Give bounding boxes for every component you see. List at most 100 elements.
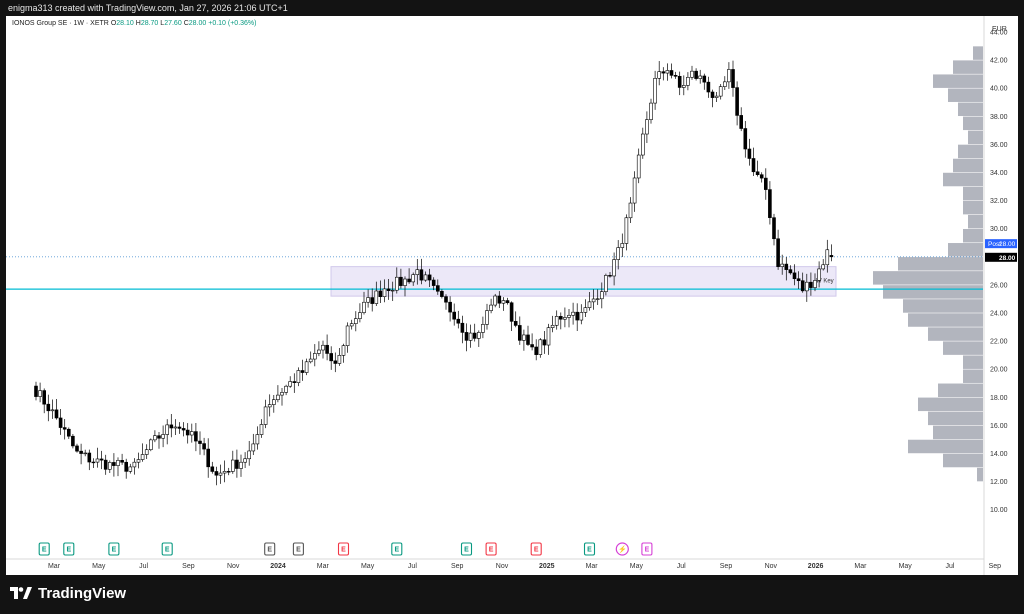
candle-down (575, 311, 580, 321)
volume-profile-bar (973, 46, 983, 60)
candle-down (124, 461, 128, 472)
ohlc-legend: IONOS Group SE · 1W · XETR O28.10 H28.70… (12, 20, 257, 27)
candle-up (341, 345, 346, 356)
candle-up (620, 243, 625, 248)
footer-bar: TradingView (0, 575, 1024, 614)
caption-text: enigma313 created with TradingView.com, … (8, 3, 288, 13)
candle-up (267, 404, 272, 408)
candle-down (452, 311, 457, 320)
candle-down (91, 461, 96, 464)
change-value: +0.10 (+0.36%) (208, 20, 257, 27)
time-tick-label: May (630, 563, 644, 570)
candle-down (829, 255, 834, 258)
time-tick-label: May (361, 563, 375, 570)
earnings-event-icon (641, 542, 653, 556)
candle-up (415, 269, 420, 275)
candle-up (411, 274, 416, 283)
candle-up (349, 323, 354, 327)
candle-up (624, 217, 629, 244)
earnings-event-icon (460, 542, 473, 556)
candle-up (161, 434, 165, 439)
candle-up (247, 450, 251, 460)
candle-up (604, 275, 608, 293)
candle-down (497, 295, 502, 304)
candle-down (378, 290, 383, 298)
post-price-value: 28.00 (999, 241, 1016, 248)
candle-down (669, 70, 674, 76)
candlestick-chart[interactable]: 10.00 12.00 14.00 16.00 18.00 20.00 22.00 24.00… (6, 16, 1018, 575)
time-tick-label: 2025 (539, 563, 555, 570)
candle-up (308, 358, 313, 363)
close-value: 28.00 (188, 20, 207, 27)
volume-profile-bar (933, 425, 983, 440)
candle-down (407, 278, 411, 283)
close-label: C (183, 20, 189, 27)
price-tick-label: 42.00 (990, 58, 1008, 65)
candle-down (87, 452, 92, 463)
candle-up (284, 385, 288, 393)
candle-up (595, 298, 600, 300)
candle-up (190, 431, 194, 436)
event-label: E (464, 547, 469, 554)
candle-down (300, 370, 305, 373)
candle-down (99, 458, 104, 461)
candle-up (403, 278, 407, 286)
candle-down (419, 269, 424, 281)
candle-up (149, 439, 153, 451)
time-tick-label: 2024 (270, 563, 286, 570)
candle-up (727, 69, 731, 83)
candle-up (665, 70, 670, 74)
candle-up (222, 471, 227, 474)
last-price-badge (985, 252, 1017, 262)
event-label: E (534, 547, 539, 554)
candle-up (394, 276, 399, 291)
candle-down (608, 275, 612, 277)
candle-down (768, 189, 772, 218)
low-value: 27.60 (164, 20, 182, 27)
candle-up (649, 102, 653, 120)
chart-area[interactable]: IONOS Group SE · 1W · XETR O28.10 H28.70… (6, 16, 1018, 575)
top-caption-bar: enigma313 created with TradingView.com, … (0, 0, 1024, 16)
volume-profile-bar (928, 327, 983, 341)
earnings-event-icon (530, 542, 542, 556)
candle-up (239, 461, 243, 469)
volume-profile-bar (968, 130, 983, 145)
candle-down (743, 128, 748, 150)
candle-down (763, 177, 768, 190)
candle-up (321, 344, 325, 351)
candle-up (583, 307, 588, 313)
candle-down (235, 459, 239, 469)
candle-down (509, 302, 514, 322)
candle-down (444, 296, 448, 303)
candle-up (132, 461, 137, 468)
candle-up (825, 249, 830, 266)
symbol-label: IONOS Group SE · 1W · XETR (12, 20, 109, 27)
price-tick-label: 36.00 (990, 142, 1008, 149)
candle-down (214, 471, 219, 476)
candle-up (374, 290, 379, 304)
candle-down (661, 71, 666, 74)
candle-down (120, 460, 124, 463)
price-tick-label: 44.00 (990, 30, 1008, 37)
candle-down (386, 288, 391, 291)
candle-down (755, 171, 760, 175)
candle-up (38, 390, 42, 397)
event-label: E (42, 547, 47, 554)
candle-up (645, 119, 649, 135)
brand-name: TradingView (38, 585, 127, 602)
candle-up (50, 409, 55, 412)
volume-profile-bar (977, 467, 983, 482)
tradingview-logo[interactable]: TradingView (10, 585, 126, 602)
time-tick-label: Mar (48, 563, 61, 570)
candle-up (390, 289, 395, 292)
earnings-event-icon (63, 542, 75, 556)
candle-up (522, 334, 526, 341)
candle-up (353, 318, 358, 324)
candle-down (530, 344, 534, 348)
w-key-zone (330, 266, 837, 297)
candle-up (636, 154, 641, 179)
volume-profile-bar (963, 186, 983, 201)
candle-up (345, 325, 350, 346)
open-label: O (110, 20, 117, 27)
candle-up (698, 75, 703, 79)
